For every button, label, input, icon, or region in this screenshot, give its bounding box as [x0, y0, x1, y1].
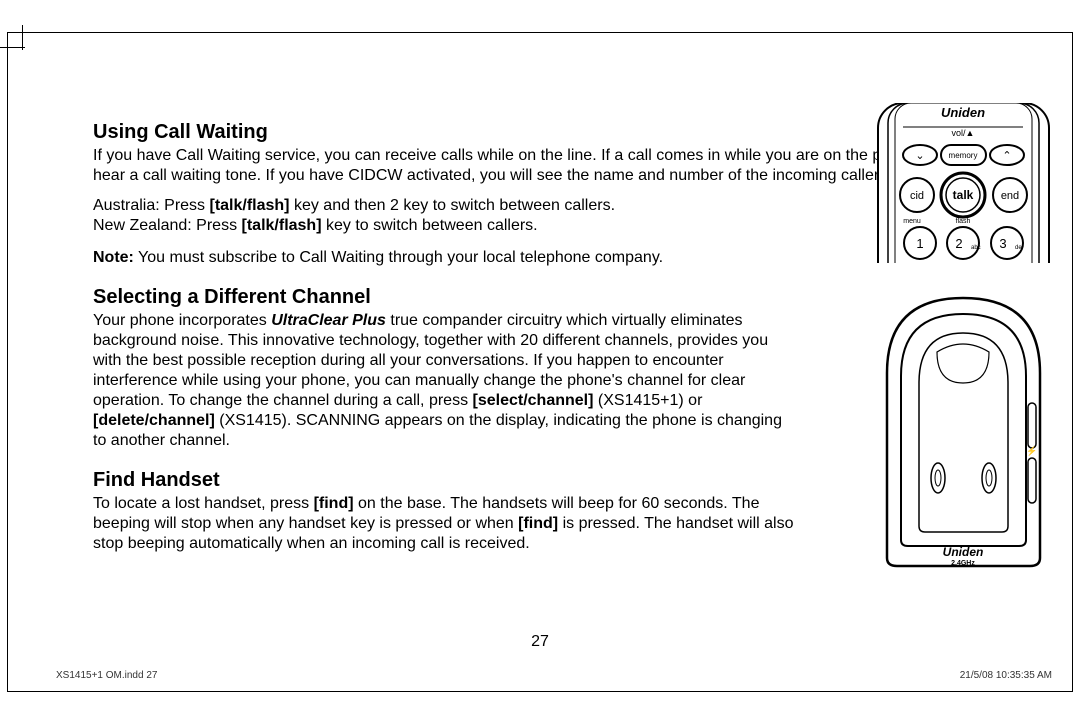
svg-text:def: def: [1015, 245, 1024, 251]
text-aus-prefix: Australia: Press: [93, 197, 209, 214]
section-channel: Selecting a Different Channel Your phone…: [93, 286, 998, 451]
text-aus-suffix: key and then 2 key to switch between cal…: [290, 197, 616, 214]
svg-text:cid: cid: [910, 190, 924, 202]
key-talkflash-1: [talk/flash]: [209, 197, 289, 214]
page-content: Using Call Waiting If you have Call Wait…: [93, 121, 998, 572]
paragraph-channel: Your phone incorporates UltraClear Plus …: [93, 311, 793, 451]
page-number: 27: [8, 633, 1072, 651]
paragraph-find: To locate a lost handset, press [find] o…: [93, 494, 803, 554]
svg-text:2: 2: [955, 236, 962, 251]
ch-d: [select/channel]: [473, 392, 594, 409]
base-illustration: ⚡ Uniden 2.4GHz: [875, 288, 1052, 570]
svg-text:Uniden: Uniden: [943, 545, 984, 559]
text-nz-suffix: key to switch between callers.: [322, 217, 538, 234]
handset-illustration: Uniden vol/▲ ⌄ memory ⌃ cid talk end: [875, 103, 1052, 263]
svg-text:menu: menu: [903, 218, 921, 225]
section-find: Find Handset To locate a lost handset, p…: [93, 469, 998, 554]
svg-text:end: end: [1001, 190, 1019, 202]
ch-b: UltraClear Plus: [271, 312, 386, 329]
svg-text:⚡: ⚡: [1026, 445, 1037, 457]
svg-text:2.4GHz: 2.4GHz: [951, 560, 975, 567]
page-frame: Using Call Waiting If you have Call Wait…: [7, 32, 1073, 692]
svg-text:vol/▲: vol/▲: [952, 128, 975, 138]
paragraph-note: Note: You must subscribe to Call Waiting…: [93, 248, 788, 268]
ch-e: (XS1415+1) or: [593, 392, 702, 409]
key-talkflash-2: [talk/flash]: [242, 217, 322, 234]
note-text: You must subscribe to Call Waiting throu…: [134, 249, 663, 266]
svg-text:1: 1: [916, 236, 923, 251]
heading-find: Find Handset: [93, 469, 998, 492]
svg-text:memory: memory: [949, 151, 978, 160]
paragraph-intro: If you have Call Waiting service, you ca…: [93, 146, 998, 186]
footer: XS1415+1 OM.indd 27 21/5/08 10:35:35 AM: [56, 670, 1052, 681]
footer-right: 21/5/08 10:35:35 AM: [960, 670, 1052, 681]
svg-text:3: 3: [999, 236, 1006, 251]
svg-text:⌃: ⌃: [1002, 150, 1011, 162]
text-nz-prefix: New Zealand: Press: [93, 217, 242, 234]
note-label: Note:: [93, 249, 134, 266]
footer-left: XS1415+1 OM.indd 27: [56, 670, 157, 681]
svg-text:abc: abc: [971, 245, 981, 251]
fh-b: [find]: [314, 495, 354, 512]
heading-channel: Selecting a Different Channel: [93, 286, 998, 309]
svg-text:⌄: ⌄: [915, 150, 924, 162]
ch-a: Your phone incorporates: [93, 312, 271, 329]
svg-text:flash: flash: [956, 218, 971, 225]
paragraph-regions: Australia: Press [talk/flash] key and th…: [93, 196, 788, 236]
heading-call-waiting: Using Call Waiting: [93, 121, 998, 144]
svg-text:Uniden: Uniden: [941, 105, 985, 120]
section-call-waiting: Using Call Waiting If you have Call Wait…: [93, 121, 998, 268]
ch-f: [delete/channel]: [93, 412, 215, 429]
svg-text:talk: talk: [953, 188, 974, 202]
fh-d: [find]: [518, 515, 558, 532]
fh-a: To locate a lost handset, press: [93, 495, 314, 512]
